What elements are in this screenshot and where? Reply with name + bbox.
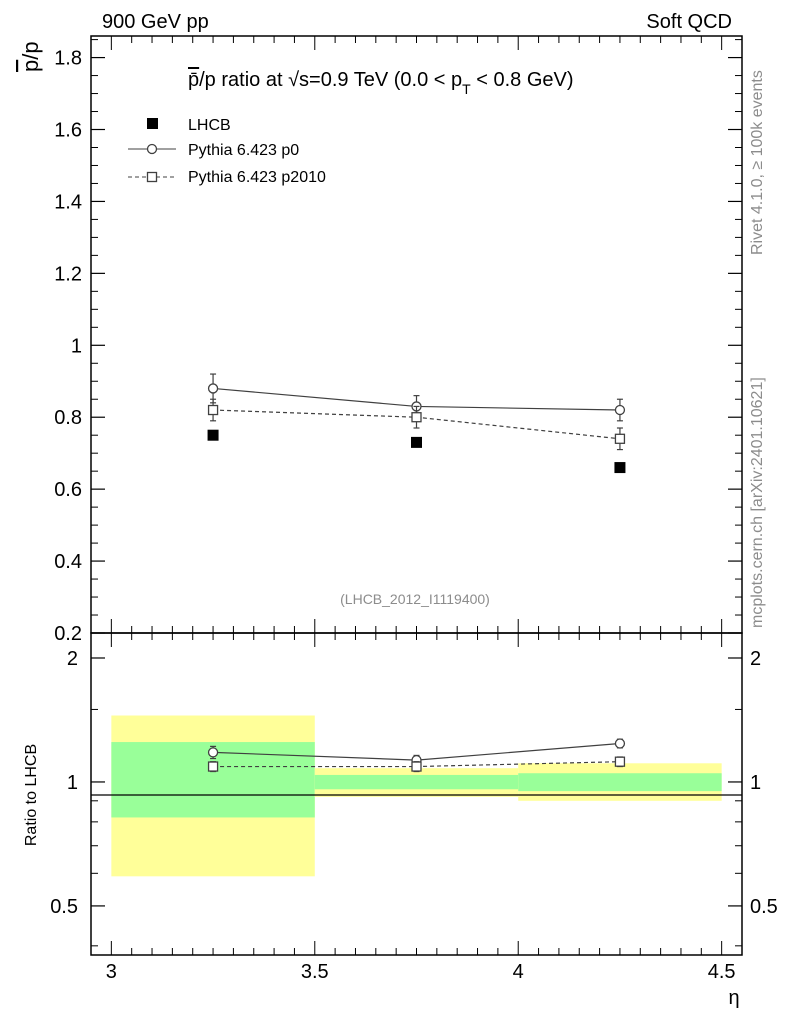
legend-label-p2010: Pythia 6.423 p2010 xyxy=(188,169,326,186)
title-sqrt: √s xyxy=(288,69,309,91)
main-ytick-label: 0.4 xyxy=(54,551,82,573)
ratio-ytick-label-right: 2 xyxy=(750,648,761,670)
legend-marker-lhcb xyxy=(147,118,158,129)
ratio-band-green xyxy=(314,774,519,790)
header-right: Soft QCD xyxy=(646,11,732,33)
ratio-xtick-label: 4 xyxy=(513,961,524,983)
main-ytick-label: 1.6 xyxy=(54,120,82,142)
ratio-p2010-point xyxy=(411,761,422,772)
main-ytick-label: 1.8 xyxy=(54,48,82,70)
legend: LHCB Pythia 6.423 p0 Pythia 6.423 p2010 xyxy=(128,117,326,186)
ratio-p2010-point xyxy=(614,756,626,767)
p2010-point xyxy=(614,433,626,444)
main-panel: p̄/p ratio at √s=0.9 TeV (0.0 < pT < 0.8… xyxy=(18,35,743,645)
p2010-point xyxy=(207,404,219,416)
ratio-p2010-point xyxy=(207,761,219,772)
ratio-band-green xyxy=(518,773,722,792)
ratio-bands xyxy=(111,715,722,877)
ylabel-over: p xyxy=(18,60,43,72)
lhcb-data-point xyxy=(614,462,626,474)
main-ytick-label: 0.2 xyxy=(54,623,82,645)
main-ytick-label: 1 xyxy=(71,335,82,357)
header-left: 900 GeV pp xyxy=(102,11,209,33)
p2010-point xyxy=(411,412,422,423)
legend-marker-p0 xyxy=(146,143,158,155)
title-pbar: p̄ xyxy=(188,69,199,91)
legend-label-p0: Pythia 6.423 p0 xyxy=(188,142,299,159)
ratio-ytick-label-left: 1 xyxy=(67,772,78,794)
ratio-ytick-label-left: 0.5 xyxy=(50,896,78,918)
main-ytick-label: 1.2 xyxy=(54,263,82,285)
ratio-panel: 0.5 0.5 1 1 2 2 3 3.5 4 4.5 Ratio to LHCB η xyxy=(23,632,778,1009)
ratio-xlabel: η xyxy=(728,987,739,1009)
p0-point xyxy=(207,383,219,394)
ratio-ytick-label-right: 1 xyxy=(750,772,761,794)
legend-label-lhcb: LHCB xyxy=(188,117,231,134)
title-after-pbar: /p ratio at xyxy=(199,69,288,91)
main-ytick-label: 0.8 xyxy=(54,407,82,429)
analysis-tag: (LHCB_2012_I1119400) xyxy=(340,591,490,607)
ylabel-rest: /p xyxy=(18,41,43,59)
mcplots-credit-label: mcplots.cern.ch [arXiv:2401.10621] xyxy=(749,377,766,628)
ratio-marks xyxy=(207,738,626,773)
lhcb-data-point xyxy=(207,429,219,441)
lhcb-data-point xyxy=(411,436,422,448)
ratio-ytick-label-left: 2 xyxy=(67,648,78,670)
title-sub: T xyxy=(462,81,471,97)
main-axes: 0.2 0.4 0.6 0.8 1 1.2 1.4 1.6 1.8 xyxy=(54,36,743,645)
main-ytick-label: 0.6 xyxy=(54,479,82,501)
ratio-ylabel: Ratio to LHCB xyxy=(23,744,40,846)
main-ytick-label: 1.4 xyxy=(54,191,82,213)
ratio-ytick-label-right: 0.5 xyxy=(750,896,778,918)
ratio-xtick-label: 4.5 xyxy=(708,961,736,983)
ratio-axes: 0.5 0.5 1 1 2 2 3 3.5 4 4.5 xyxy=(50,633,778,983)
ratio-xtick-label: 3 xyxy=(106,961,117,983)
title-mid: =0.9 TeV (0.0 < p xyxy=(309,69,462,91)
ratio-p0-point xyxy=(614,738,626,749)
ratio-p0-point xyxy=(207,747,219,758)
ratio-frame xyxy=(90,632,743,956)
main-title: p̄/p ratio at √s=0.9 TeV (0.0 < pT < 0.8… xyxy=(188,69,574,97)
p0-point xyxy=(614,404,626,416)
rivet-version-label: Rivet 4.1.0, ≥ 100k events xyxy=(749,70,766,255)
ratio-xtick-label: 3.5 xyxy=(301,961,329,983)
main-ylabel: p/p xyxy=(18,41,43,72)
title-end: < 0.8 GeV) xyxy=(471,69,574,91)
legend-marker-p2010 xyxy=(146,171,158,183)
main-marks xyxy=(207,373,626,474)
